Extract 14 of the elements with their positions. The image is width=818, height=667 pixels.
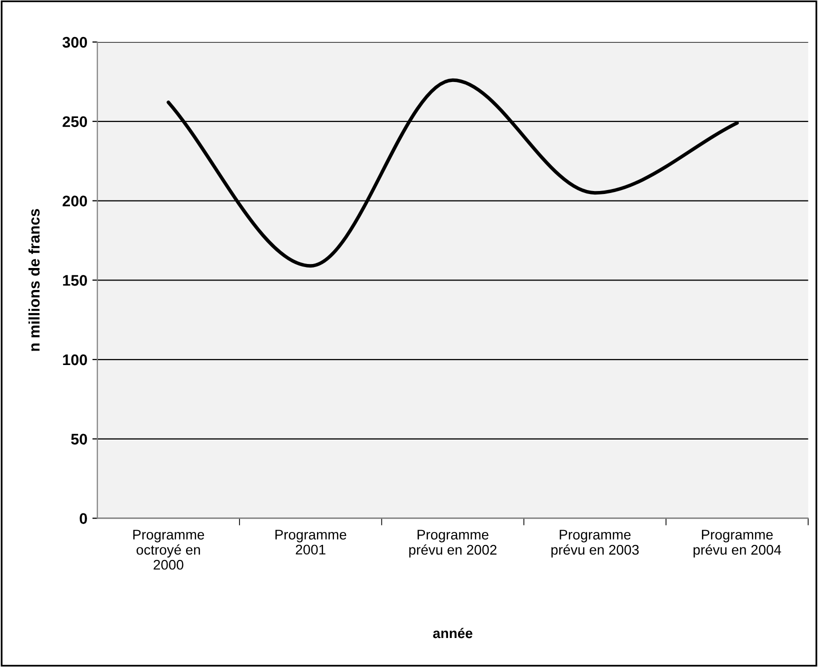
y-tick-label: 100 [63,354,87,366]
x-tick-label: Programme 2001 [275,530,346,555]
y-tick-label: 300 [62,36,87,48]
y-tick-label: 150 [63,275,87,286]
x-tick-label: Programme octroyé en 2000 [133,530,204,570]
y-tick-label: 50 [71,434,87,445]
y-tick-label: 200 [62,196,87,206]
y-tick-label: 250 [62,116,87,128]
x-axis-title: année [433,628,472,638]
y-tick-label: 0 [80,513,87,524]
y-axis-title: n millions de francs [28,209,40,351]
x-tick-label: Programme prévu en 2003 [551,530,639,558]
x-tick-label: Programme prévu en 2002 [409,530,496,558]
x-tick-label: Programme prévu en 2004 [694,530,782,558]
